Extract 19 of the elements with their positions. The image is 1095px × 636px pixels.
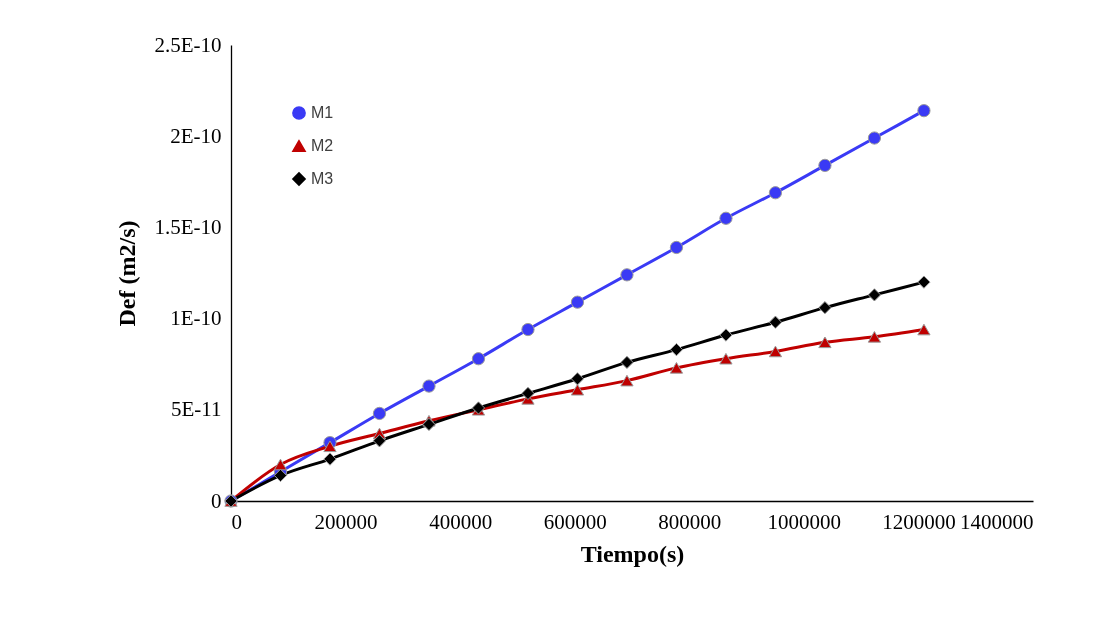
y-tick-label: 5E-11	[170, 397, 222, 422]
x-axis-title: Tiempo(s)	[580, 540, 685, 567]
x-tick-label: 1400000	[960, 509, 1034, 534]
x-tick-label: 1200000	[882, 509, 956, 534]
x-tick-label: 600000	[543, 509, 607, 534]
legend-label: M2	[311, 137, 334, 154]
x-tick-label: 0	[231, 509, 242, 534]
y-tick-label: 0	[211, 488, 222, 513]
y-axis-title: Def (m2/s)	[114, 220, 141, 327]
x-tick-label: 1000000	[767, 509, 842, 534]
y-tick-label: 2.5E-10	[154, 32, 222, 57]
y-tick-label: 1E-10	[170, 306, 222, 331]
y-tick-label: 1.5E-10	[154, 214, 222, 239]
legend-label: M3	[311, 170, 334, 187]
x-tick-label: 200000	[314, 509, 378, 534]
y-tick-label: 2E-10	[170, 123, 222, 148]
x-tick-label: 400000	[429, 509, 493, 534]
x-tick-label: 800000	[658, 509, 722, 534]
legend-label: M1	[311, 104, 334, 121]
